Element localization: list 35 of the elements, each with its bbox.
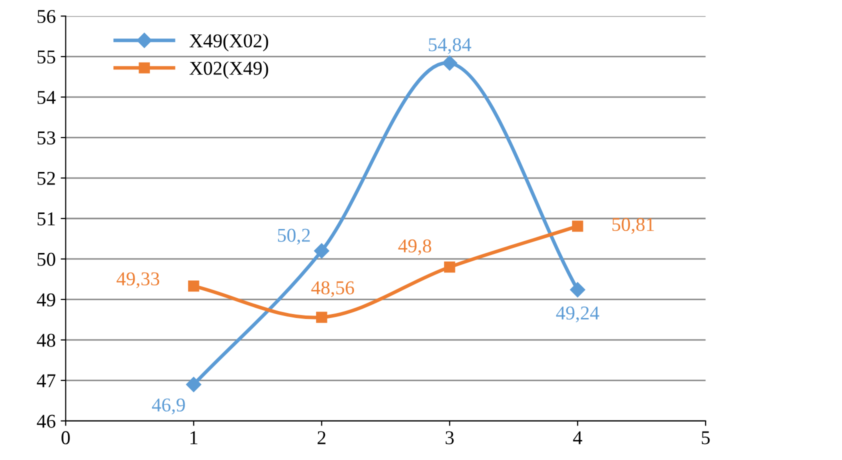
y-tick-label: 50 [38,252,56,266]
y-tick-label: 51 [38,212,55,226]
x-tick-label: 0 [62,431,70,444]
data-label: 50,81 [612,218,654,234]
y-tick-label: 54 [38,91,56,104]
data-label: 46,9 [152,398,185,414]
point [188,280,200,292]
y-tick-label: 55 [38,50,56,64]
data-label: 49,8 [398,239,432,256]
data-label: 49,33 [116,272,160,288]
x-tick-label: 2 [318,431,326,444]
data-label: 54,84 [428,38,472,54]
data-label: 50,2 [278,228,310,245]
y-tick-label: 49 [36,293,56,306]
y-tick-label: 47 [36,374,56,388]
legend-label: X02(X49) [189,61,268,79]
point [316,312,328,323]
data-label: 48,56 [311,281,354,298]
legend-label: X49(X02) [189,34,268,52]
y-tick-label: 53 [38,131,56,144]
x-tick-label: 3 [446,431,454,444]
point [442,55,458,71]
x-tick-label: 1 [190,431,198,444]
y-tick-label: 56 [38,10,56,24]
point [186,376,202,392]
data-label: 49,24 [556,306,600,322]
x-tick-label: 5 [702,431,710,444]
y-tick-label: 46 [36,414,56,428]
point [314,243,330,258]
y-tick-label: 48 [36,334,56,347]
point [572,220,584,232]
point [444,262,456,273]
y-tick-label: 52 [38,172,55,185]
point [570,282,586,298]
x-tick-label: 4 [573,431,582,444]
